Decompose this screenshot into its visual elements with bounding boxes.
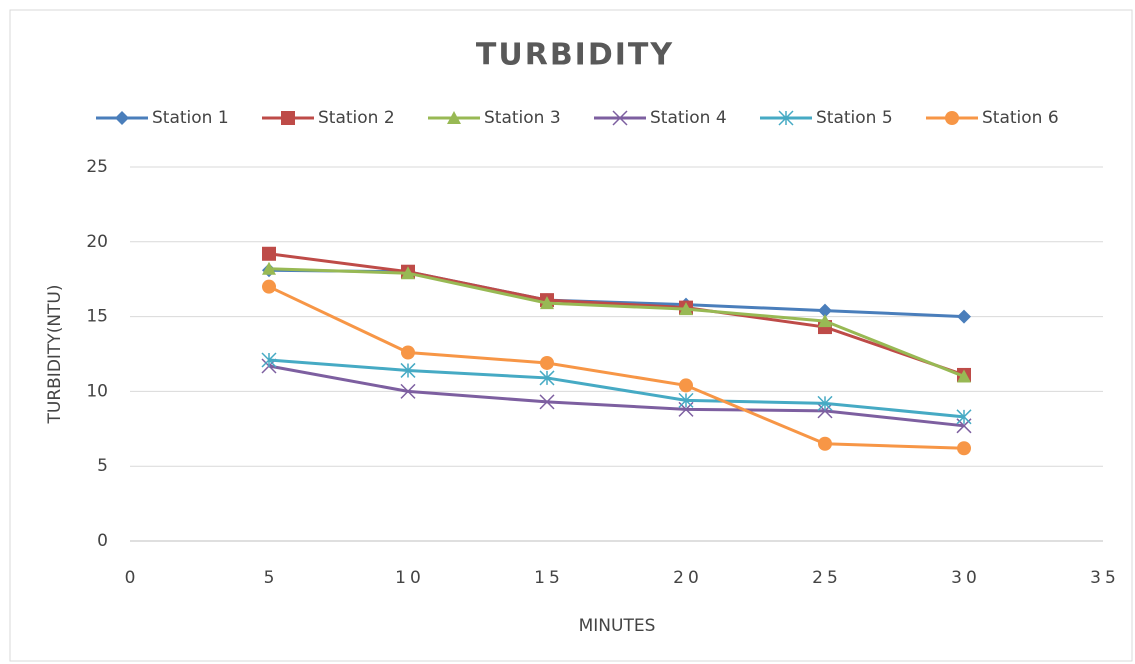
y-tick-label: 25 — [86, 157, 108, 177]
data-point — [540, 296, 554, 310]
x-tick-label: 10 — [395, 568, 425, 588]
series-line — [268, 252, 965, 377]
legend-marker — [281, 111, 295, 125]
data-point — [540, 355, 554, 370]
series-line — [268, 358, 965, 419]
data-point — [401, 345, 415, 360]
x-tick-label: 25 — [812, 568, 842, 588]
data-point — [401, 266, 415, 280]
x-tick-label: 30 — [951, 568, 981, 588]
legend-marker — [945, 111, 959, 125]
data-point — [818, 314, 832, 328]
legend-marker — [447, 111, 461, 124]
data-point — [957, 309, 971, 324]
data-point — [262, 279, 276, 294]
data-point — [400, 362, 416, 378]
legend-marker — [778, 110, 794, 126]
data-point — [817, 395, 833, 411]
data-point — [400, 383, 416, 399]
series-line — [268, 285, 965, 450]
legend-marker — [612, 110, 628, 126]
series-line — [268, 364, 965, 428]
data-point — [678, 392, 694, 408]
series-line — [268, 267, 965, 378]
x-tick-label: 35 — [1090, 568, 1120, 588]
chart-title: TURBIDITY — [476, 38, 674, 73]
y-tick-label: 15 — [86, 307, 108, 327]
data-point — [817, 403, 833, 419]
y-axis-label: TURBIDITY(NTU) — [45, 285, 65, 425]
y-tick-label: 5 — [97, 456, 108, 476]
data-point — [262, 261, 276, 275]
data-point — [539, 370, 555, 386]
y-tick-label: 10 — [86, 381, 108, 401]
legend-label: Station 1 — [152, 108, 229, 128]
x-axis-label: MINUTES — [579, 616, 656, 636]
data-point — [957, 369, 971, 383]
legend-label: Station 5 — [816, 108, 893, 128]
x-tick-label: 0 — [125, 568, 140, 588]
data-point — [956, 409, 972, 425]
x-tick-label: 15 — [534, 568, 564, 588]
legend-label: Station 6 — [982, 108, 1059, 128]
legend-label: Station 3 — [484, 108, 561, 128]
legend-label: Station 4 — [650, 108, 727, 128]
data-point — [818, 303, 832, 318]
y-tick-label: 0 — [97, 531, 108, 551]
data-point — [818, 436, 832, 451]
data-point — [957, 441, 971, 456]
y-tick-label: 20 — [86, 232, 108, 252]
x-tick-label: 5 — [264, 568, 279, 588]
data-point — [262, 246, 276, 261]
data-point — [261, 352, 277, 368]
data-point — [679, 378, 693, 393]
data-point — [679, 302, 693, 316]
legend-marker — [115, 111, 129, 125]
legend-label: Station 2 — [318, 108, 395, 128]
data-point — [539, 394, 555, 410]
x-tick-label: 20 — [673, 568, 703, 588]
